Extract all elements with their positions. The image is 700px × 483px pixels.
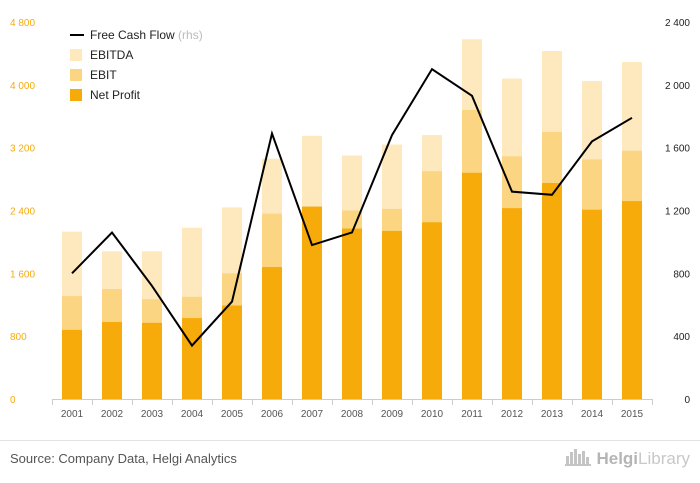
bar-net-profit-2003 [142,322,162,399]
y-left-tick-label: 4 000 [10,81,35,92]
x-tick-label: 2006 [261,409,284,420]
x-tick-label: 2001 [61,409,84,420]
brand-name-helgi: Helgi [596,449,639,468]
bar-net-profit-2006 [262,267,282,399]
y-right-tick-label: 400 [673,332,690,343]
y-left-tick-label: 4 800 [10,18,35,29]
x-tick-label: 2012 [501,409,524,420]
helgi-library-logo: HelgiLibrary [565,447,690,471]
bar-net-profit-2004 [182,318,202,399]
x-tick-label: 2015 [621,409,644,420]
legend-swatch-net-profit [70,89,82,101]
chart: 2001 2002 2003 2004 2005 2006 2007 2008 2009 2010… [10,18,690,420]
y-right-tick-label: 1 600 [665,144,690,155]
bar-net-profit-2009 [382,230,402,399]
y-right-tick-label: 2 000 [665,81,690,92]
y-left-tick-label: 2 400 [10,207,35,218]
x-tick-label: 2002 [101,409,124,420]
x-tick-label: 2010 [421,409,444,420]
bar-net-profit-2015 [622,201,642,399]
bar-net-profit-2002 [102,322,122,399]
y-left-tick-label: 3 200 [10,144,35,155]
line-layer [71,67,633,348]
x-tick-label: 2011 [461,409,483,420]
x-tick-label: 2013 [541,409,564,420]
legend-label: EBIT [90,68,117,82]
legend-swatch-ebitda [70,49,82,61]
bar-net-profit-2012 [502,208,522,399]
y-right-tick-label: 1 200 [665,207,690,218]
legend-swatch-ebit [70,69,82,81]
bar-net-profit-2010 [422,222,442,399]
y-left-tick-label: 1 600 [10,269,35,280]
bar-net-profit-2013 [542,183,562,399]
bar-net-profit-2008 [342,228,362,399]
x-tick-label: 2007 [301,409,324,420]
legend-rhs-note: (rhs) [175,28,203,42]
axes-layer: 2001 2002 2003 2004 2005 2006 2007 2008 2009 2010… [10,18,690,420]
bar-net-profit-2001 [62,329,82,399]
x-tick-label: 2005 [221,409,244,420]
brand-name-library: Library [638,449,690,468]
y-left-tick-label: 800 [10,332,27,343]
legend-label: Net Profit [90,88,141,102]
legend-label: EBITDA [90,48,133,62]
x-tick-label: 2003 [141,409,164,420]
x-tick-label: 2004 [181,409,204,420]
y-right-tick-label: 2 400 [665,18,690,29]
source-note: Source: Company Data, Helgi Analytics [10,451,237,466]
x-tick-label: 2014 [581,409,604,420]
footer-divider [0,440,700,441]
legend-label: Free Cash Flow (rhs) [90,28,203,42]
bar-net-profit-2007 [302,206,322,399]
skyline-icon [565,448,592,471]
y-right-tick-label: 800 [673,269,690,280]
x-tick-label: 2009 [381,409,404,420]
bar-net-profit-2014 [582,209,602,399]
bar-net-profit-2011 [462,172,482,399]
y-right-tick-label: 0 [684,395,690,406]
bar-net-profit-2005 [222,305,242,399]
x-tick-label: 2008 [341,409,364,420]
y-left-tick-label: 0 [10,395,16,406]
bars-layer [62,39,642,400]
legend: Free Cash Flow (rhs) EBITDA EBIT Net Profit [70,28,203,102]
